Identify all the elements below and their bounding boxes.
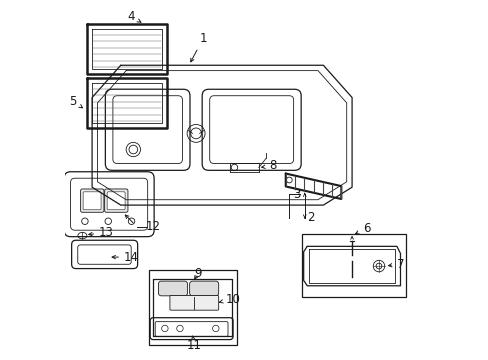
FancyBboxPatch shape [81, 189, 104, 212]
FancyBboxPatch shape [83, 192, 101, 210]
FancyBboxPatch shape [72, 240, 137, 269]
FancyBboxPatch shape [113, 96, 182, 163]
Text: 11: 11 [186, 336, 202, 352]
FancyBboxPatch shape [189, 281, 218, 296]
Text: 5: 5 [69, 95, 82, 108]
Text: 10: 10 [219, 293, 240, 306]
Text: 8: 8 [261, 159, 276, 172]
FancyBboxPatch shape [104, 189, 128, 212]
FancyBboxPatch shape [107, 192, 125, 210]
Text: 1: 1 [190, 32, 206, 62]
Bar [301, 234, 405, 297]
Text: 4: 4 [127, 10, 141, 23]
FancyBboxPatch shape [150, 318, 233, 339]
FancyBboxPatch shape [105, 89, 190, 170]
FancyBboxPatch shape [78, 245, 131, 264]
Text: 2: 2 [306, 211, 314, 224]
FancyBboxPatch shape [202, 89, 301, 170]
FancyBboxPatch shape [158, 281, 187, 296]
Text: 12: 12 [145, 220, 160, 233]
Text: 13: 13 [89, 226, 114, 239]
Text: 9: 9 [194, 267, 201, 280]
FancyBboxPatch shape [155, 321, 227, 336]
FancyBboxPatch shape [70, 178, 147, 230]
FancyBboxPatch shape [209, 96, 293, 163]
Text: 6: 6 [355, 222, 369, 235]
Bar [149, 270, 237, 345]
FancyBboxPatch shape [169, 296, 218, 310]
Text: 7: 7 [388, 258, 404, 271]
Text: 3: 3 [292, 188, 300, 201]
Text: 14: 14 [112, 251, 139, 264]
FancyBboxPatch shape [64, 172, 154, 237]
